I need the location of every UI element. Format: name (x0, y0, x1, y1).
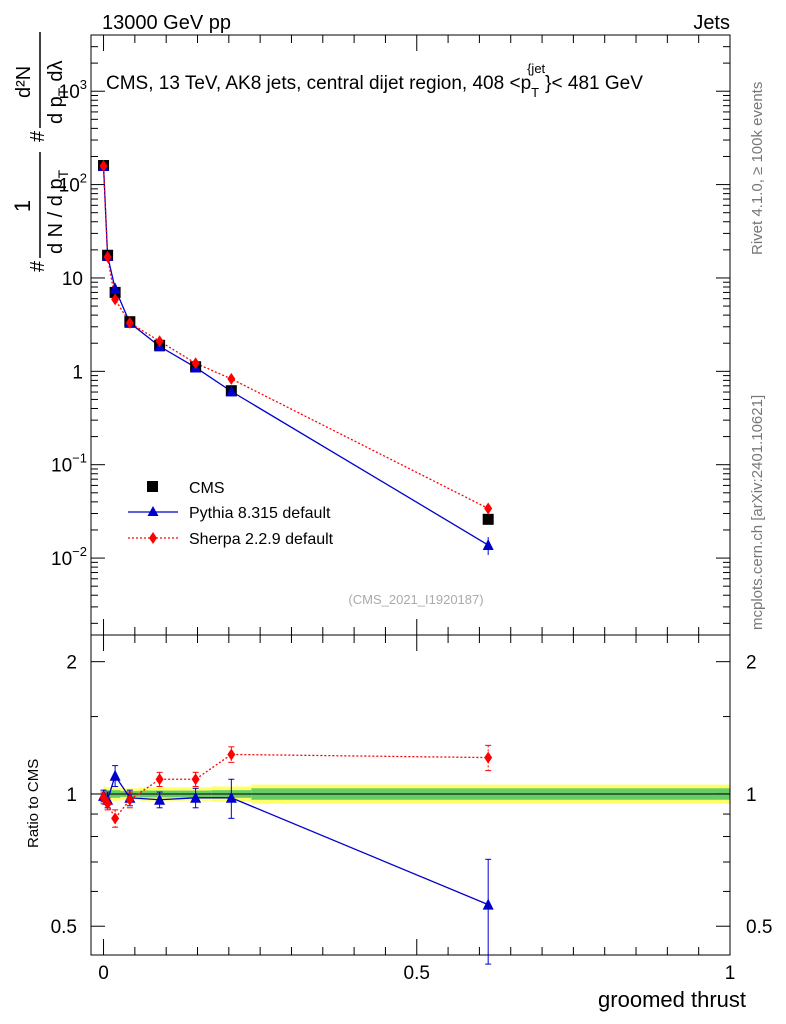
legend-pythia-label: Pythia 8.315 default (189, 505, 331, 522)
main-data-point (227, 372, 236, 385)
energy-label: 13000 GeV pp (102, 12, 231, 34)
ratio-x-tick-label: 0.5 (404, 963, 430, 984)
tick-base: 10 (59, 176, 80, 197)
ratio-x-tick-label: 0 (98, 963, 109, 984)
ratio-y-tick-label: 1 (66, 785, 77, 806)
ratio-x-ticks: 0 0.5 1 (98, 635, 735, 984)
main-data-point (125, 316, 134, 329)
tick-exponent: 3 (80, 77, 87, 92)
ratio-series-line-0 (103, 774, 489, 906)
tick-base: 10 (51, 456, 72, 477)
ratio-data-point (484, 751, 493, 764)
ratio-y-tick-label: 0.5 (51, 917, 77, 938)
legend-sherpa-marker (149, 532, 157, 544)
main-data-point (191, 357, 200, 370)
ylabel-den-sub: T (55, 169, 71, 178)
x-axis-label: groomed thrust (598, 987, 746, 1012)
tick-base: 10 (51, 549, 72, 570)
tick-exponent: 2 (80, 171, 87, 186)
ylabel-hash-1: # (27, 260, 49, 272)
ratio-data-point (155, 773, 164, 786)
main-data-point (482, 513, 494, 525)
analysis-watermark: (CMS_2021_I1920187) (348, 592, 483, 607)
main-y-tick-label: 10−2 (51, 544, 87, 570)
plot-title: CMS, 13 TeV, AK8 jets, central dijet reg… (106, 61, 643, 100)
ylabel-den-text: d N / d p (45, 178, 67, 254)
plot-title-p: p (521, 73, 532, 94)
main-data-point (103, 250, 112, 263)
ratio-y-axis-label: Ratio to CMS (25, 759, 42, 848)
main-data-point (225, 385, 237, 397)
ratio-data-point (227, 748, 236, 761)
legend-pythia-marker (147, 506, 159, 516)
ratio-data-point (225, 791, 237, 803)
main-data-point (155, 335, 164, 348)
main-series-line-2 (102, 166, 489, 510)
ylabel-dp: d pTdλ (45, 61, 71, 125)
legend: CMS Pythia 8.315 default Sherpa 2.2.9 de… (128, 480, 334, 548)
main-frame (90, 34, 731, 636)
rivet-version-label: Rivet 4.1.0, ≥ 100k events (749, 82, 766, 255)
main-y-tick-label: 103 (59, 77, 87, 103)
main-data-point (111, 293, 120, 306)
legend-sherpa-label: Sherpa 2.2.9 default (189, 531, 334, 548)
legend-cms-label: CMS (189, 480, 225, 497)
plot-title-pre: CMS, 13 TeV, AK8 jets, central dijet reg… (106, 73, 521, 94)
ratio-data-point (99, 791, 108, 804)
tick-exponent: −1 (72, 451, 87, 466)
tick-exponent: −2 (72, 544, 87, 559)
ratio-frame (90, 634, 731, 956)
ratio-data-point (154, 793, 166, 805)
ylabel-hash-2: # (27, 130, 49, 142)
main-data-point (99, 160, 108, 173)
plot-title-sup: {jet (527, 61, 545, 76)
category-label: Jets (693, 12, 730, 34)
ratio-data-point (103, 797, 112, 810)
main-data-point (109, 282, 121, 294)
ylabel-dl-text: dλ (45, 61, 67, 82)
ratio-data-point (111, 812, 120, 825)
ylabel-dp-text: d p (45, 96, 67, 124)
ratio-panel: 0.5 0.51 12 2 0 0.5 1 (51, 634, 773, 984)
legend-cms-marker (147, 481, 158, 492)
ratio-y-tick-label-right: 1 (746, 785, 757, 806)
ratio-data-point (125, 793, 134, 806)
ylabel-dp-sub: T (55, 87, 71, 96)
main-data-marks (98, 160, 494, 555)
ylabel-den: d N / d pT (45, 169, 71, 254)
main-series-line-1 (102, 166, 489, 546)
main-x-ticks (103, 35, 731, 635)
ylabel-one: 1 (10, 200, 35, 212)
ratio-y-tick-label: 2 (66, 653, 77, 674)
main-data-point (482, 539, 494, 551)
plot-title-sub: T (531, 85, 539, 100)
ratio-data-point (191, 773, 200, 786)
main-y-tick-label: 1 (72, 362, 83, 383)
ratio-x-tick-label: 1 (725, 963, 736, 984)
ratio-y-tick-label-right: 2 (746, 653, 757, 674)
mcplots-label: mcplots.cern.ch [arXiv:2401.10621] (749, 395, 766, 630)
ratio-data-marks (98, 744, 494, 965)
ratio-data-point (109, 769, 121, 781)
ratio-data-point (482, 898, 494, 910)
main-y-tick-label: 10−1 (51, 451, 87, 477)
main-y-tick-label: 10 (62, 269, 83, 290)
tick-base: 10 (59, 82, 80, 103)
ratio-y-tick-label-right: 0.5 (746, 917, 772, 938)
main-y-tick-label: 102 (59, 171, 87, 197)
main-y-axis-label: # 1 d N / d pT # d²N d pTdλ (10, 32, 71, 272)
ylabel-d2n: d²N (13, 66, 35, 98)
ratio-y-ticks: 0.5 0.5 1 1 2 2 (51, 653, 773, 939)
main-data-point (484, 502, 493, 515)
plot-title-post: }< 481 GeV (545, 73, 643, 94)
ratio-data-point (190, 791, 202, 803)
